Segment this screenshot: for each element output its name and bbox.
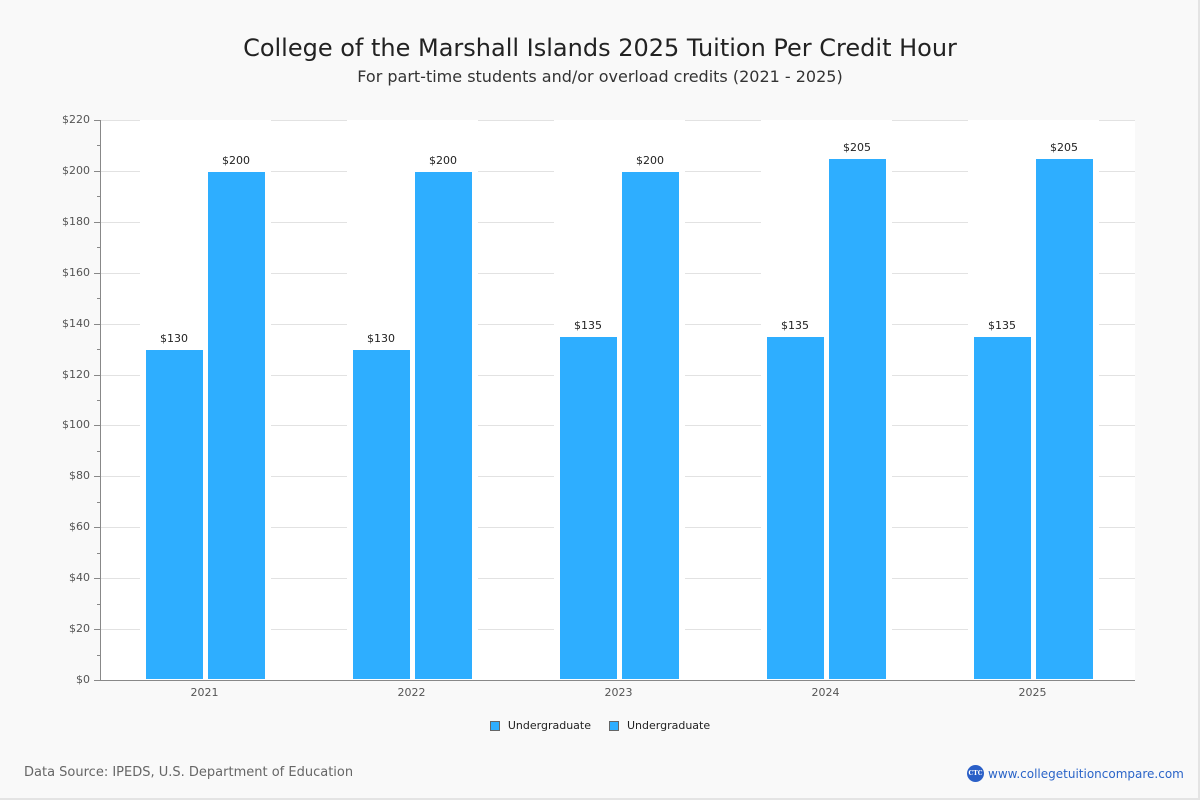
- y-minor-tick: [97, 196, 100, 198]
- y-minor-tick: [97, 552, 100, 554]
- ctc-logo-icon: CTC: [967, 765, 984, 782]
- y-minor-tick: [97, 603, 100, 605]
- y-tick: [94, 221, 100, 223]
- x-tick-label: 2021: [190, 686, 219, 699]
- bar-value-label: $135: [988, 319, 1016, 333]
- brand-link[interactable]: CTC www.collegetuitioncompare.com: [967, 765, 1184, 782]
- x-tick-label: 2022: [397, 686, 426, 699]
- brand-url: www.collegetuitioncompare.com: [988, 766, 1184, 781]
- bar-2025-series-2[interactable]: [1035, 159, 1093, 679]
- y-tick-label: $200: [62, 163, 90, 177]
- bar-2024-series-2[interactable]: [828, 159, 886, 679]
- y-tick: [94, 629, 100, 631]
- y-tick: [94, 272, 100, 274]
- y-tick-label: $120: [62, 367, 90, 381]
- y-tick: [94, 680, 100, 681]
- legend-swatch-icon: [609, 720, 619, 731]
- y-minor-tick: [97, 501, 100, 503]
- y-tick-label: $80: [69, 469, 90, 483]
- bar-value-label: $200: [222, 153, 250, 167]
- bar-2022-series-1[interactable]: [352, 350, 410, 679]
- y-tick-label: $140: [62, 316, 90, 330]
- legend: Undergraduate Undergraduate: [0, 719, 1200, 732]
- bar-value-label: $200: [636, 153, 664, 167]
- bar-2021-series-2[interactable]: [207, 171, 265, 679]
- y-tick: [94, 323, 100, 325]
- y-tick: [94, 476, 100, 478]
- y-minor-tick: [97, 654, 100, 656]
- y-tick-label: $60: [69, 520, 90, 534]
- y-axis: [100, 120, 101, 680]
- y-minor-tick: [97, 349, 100, 351]
- legend-item-undergraduate-2[interactable]: Undergraduate: [609, 719, 710, 732]
- y-tick: [94, 425, 100, 427]
- y-tick-label: $160: [62, 265, 90, 279]
- bar-2021-series-1[interactable]: [145, 350, 203, 679]
- chart-subtitle: For part-time students and/or overload c…: [357, 67, 843, 86]
- bar-2022-series-2[interactable]: [414, 171, 472, 679]
- y-tick: [94, 374, 100, 376]
- bar-value-label: $205: [1050, 141, 1078, 155]
- x-tick-label: 2024: [811, 686, 840, 699]
- data-source: Data Source: IPEDS, U.S. Department of E…: [24, 765, 354, 780]
- chart-title: College of the Marshall Islands 2025 Tui…: [243, 34, 957, 62]
- legend-label: Undergraduate: [507, 719, 591, 732]
- bar-value-label: $130: [367, 332, 395, 346]
- bar-2023-series-2[interactable]: [621, 171, 679, 679]
- y-minor-tick: [97, 247, 100, 249]
- legend-label: Undergraduate: [627, 719, 711, 732]
- y-tick: [94, 578, 100, 580]
- y-tick-label: $20: [69, 622, 90, 636]
- y-tick-label: $100: [62, 418, 90, 432]
- x-tick-label: 2023: [604, 686, 633, 699]
- y-tick: [94, 170, 100, 172]
- y-tick: [94, 527, 100, 529]
- y-tick-label: $180: [62, 214, 90, 228]
- y-tick: [94, 120, 100, 121]
- x-axis: [100, 680, 1135, 681]
- y-minor-tick: [97, 450, 100, 452]
- legend-item-undergraduate-1[interactable]: Undergraduate: [489, 719, 591, 732]
- bar-value-label: $205: [843, 141, 871, 155]
- y-minor-tick: [97, 298, 100, 300]
- bar-2024-series-1[interactable]: [766, 337, 824, 679]
- bar-value-label: $135: [781, 319, 809, 333]
- bar-value-label: $200: [429, 153, 457, 167]
- y-tick-label: $220: [62, 113, 90, 126]
- bar-2023-series-1[interactable]: [559, 337, 617, 679]
- bar-2025-series-1[interactable]: [973, 337, 1031, 679]
- bar-value-label: $130: [160, 332, 188, 346]
- x-tick-label: 2025: [1018, 686, 1047, 699]
- bar-value-label: $135: [574, 319, 602, 333]
- y-tick-label: $40: [69, 571, 90, 585]
- y-tick-label: $0: [76, 673, 90, 686]
- y-minor-tick: [97, 400, 100, 401]
- y-minor-tick: [97, 145, 100, 147]
- legend-swatch-icon: [489, 720, 500, 731]
